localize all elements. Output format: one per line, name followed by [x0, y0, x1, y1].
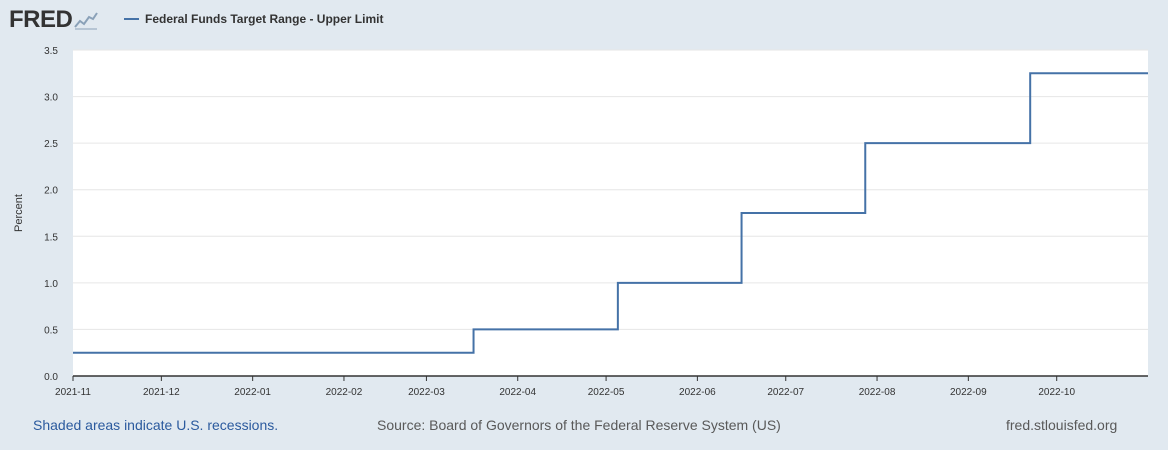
y-tick-label: 0.0 [44, 372, 58, 383]
legend-label: Federal Funds Target Range - Upper Limit [145, 12, 384, 26]
y-tick-label: 2.5 [44, 139, 58, 150]
x-tick-label: 2022-02 [326, 387, 363, 398]
x-tick-label: 2022-01 [234, 387, 271, 398]
chart: 0.0 0.5 1.0 1.5 2.0 2.5 3.0 3.5 2021-11 2021-12 20… [13, 46, 1148, 398]
x-tick-label: 2022-07 [767, 387, 804, 398]
recession-note[interactable]: Shaded areas indicate U.S. recessions. [33, 417, 279, 433]
series-line [73, 72, 1148, 354]
y-axis-label: Percent [13, 194, 25, 232]
x-tick-label: 2022-08 [859, 387, 896, 398]
x-tick-label: 2022-09 [950, 387, 987, 398]
site-url[interactable]: fred.stlouisfed.org [1006, 417, 1118, 433]
fred-logo[interactable]: FRED [9, 6, 99, 34]
y-tick-label: 3.5 [44, 46, 58, 57]
y-tick-label: 3.0 [44, 93, 58, 104]
x-tick-label: 2022-06 [679, 387, 716, 398]
x-tick-label: 2021-11 [55, 387, 91, 398]
logo-text: FRED [9, 6, 73, 33]
legend-swatch [124, 18, 139, 20]
x-tick-label: 2022-10 [1038, 387, 1075, 398]
y-tick-label: 2.0 [44, 186, 58, 197]
chart-legend: Federal Funds Target Range - Upper Limit [124, 12, 383, 26]
x-tick-label: 2021-12 [143, 387, 180, 398]
source-text: Source: Board of Governors of the Federa… [377, 417, 781, 433]
x-tick-label: 2022-05 [588, 387, 625, 398]
line-chart-icon [74, 10, 99, 30]
y-tick-label: 1.0 [44, 279, 58, 290]
plot-area [73, 50, 1148, 376]
x-tick-label: 2022-04 [499, 387, 536, 398]
y-tick-label: 1.5 [44, 232, 58, 243]
y-tick-label: 0.5 [44, 325, 58, 336]
x-tick-label: 2022-03 [408, 387, 445, 398]
